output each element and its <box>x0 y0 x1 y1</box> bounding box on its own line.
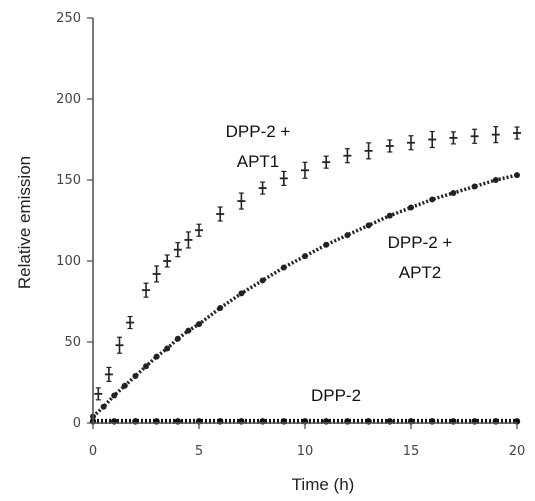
y-tick-label: 50 <box>64 335 81 350</box>
x-tick-label: 15 <box>403 444 420 459</box>
x-tick-label: 20 <box>509 444 526 459</box>
y-tick-label: 250 <box>56 11 81 26</box>
axis-ticks: 0 50 100 150 200 250 0 5 10 15 20 <box>56 11 525 459</box>
x-tick-label: 0 <box>89 444 97 459</box>
y-tick-label: 200 <box>56 92 81 107</box>
y-tick-label: 0 <box>73 416 81 431</box>
series-labels: DPP-2 + APT1 DPP-2 + APT2 DPP-2 <box>226 122 453 405</box>
y-axis-title: Relative emission <box>15 156 34 289</box>
series-dpp-2-apt2 <box>90 172 520 420</box>
series-label: DPP-2 + <box>388 233 453 252</box>
y-tick-label: 100 <box>56 254 81 269</box>
series-label: DPP-2 <box>311 386 361 405</box>
series-label: APT1 <box>237 152 280 171</box>
y-tick-label: 150 <box>56 173 81 188</box>
x-tick-label: 10 <box>297 444 314 459</box>
series-line <box>91 173 518 418</box>
x-axis-title: Time (h) <box>292 475 355 494</box>
plot-marks <box>89 126 521 425</box>
series-label: DPP-2 + <box>226 122 291 141</box>
series-label: APT2 <box>399 263 442 282</box>
series-dpp-2-apt1 <box>94 126 521 401</box>
x-tick-label: 5 <box>195 444 203 459</box>
